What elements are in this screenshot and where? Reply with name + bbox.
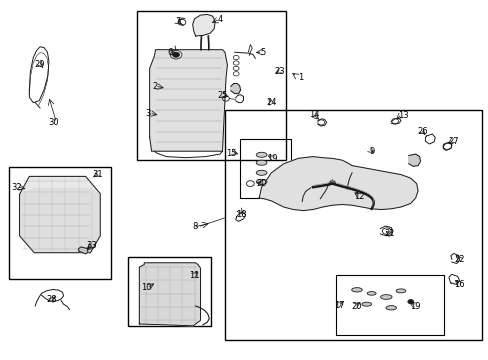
Text: 17: 17 xyxy=(334,301,345,310)
Text: 6: 6 xyxy=(167,48,172,57)
Text: 19: 19 xyxy=(266,154,277,163)
Bar xyxy=(128,257,211,326)
Text: 4: 4 xyxy=(217,15,222,24)
Polygon shape xyxy=(230,84,240,94)
Polygon shape xyxy=(192,14,215,36)
Polygon shape xyxy=(408,154,420,166)
Polygon shape xyxy=(78,247,88,254)
Text: 8: 8 xyxy=(192,222,197,231)
Text: 16: 16 xyxy=(453,280,464,289)
Ellipse shape xyxy=(351,288,362,292)
Ellipse shape xyxy=(256,170,266,175)
Text: 13: 13 xyxy=(397,111,408,120)
Polygon shape xyxy=(259,157,417,211)
Text: 1: 1 xyxy=(297,73,302,82)
Text: 14: 14 xyxy=(308,109,319,118)
Text: 15: 15 xyxy=(226,149,237,158)
Text: 2: 2 xyxy=(152,82,157,91)
Text: 20: 20 xyxy=(256,179,267,188)
Text: 18: 18 xyxy=(236,210,246,219)
Bar xyxy=(9,167,111,279)
Text: 25: 25 xyxy=(217,91,227,100)
Text: 5: 5 xyxy=(260,48,265,57)
Ellipse shape xyxy=(256,160,266,165)
Text: 31: 31 xyxy=(92,170,103,179)
Bar xyxy=(224,110,481,340)
Text: 29: 29 xyxy=(35,60,45,69)
Text: 24: 24 xyxy=(265,98,276,107)
Ellipse shape xyxy=(385,306,396,310)
Polygon shape xyxy=(20,176,100,194)
Bar xyxy=(137,11,285,160)
Text: 32: 32 xyxy=(11,183,22,192)
Circle shape xyxy=(407,300,413,304)
Text: 9: 9 xyxy=(368,147,373,156)
Circle shape xyxy=(172,52,179,57)
Text: 22: 22 xyxy=(453,255,464,264)
Bar xyxy=(239,139,290,198)
Text: 12: 12 xyxy=(353,192,364,201)
Text: 21: 21 xyxy=(384,230,394,239)
Polygon shape xyxy=(20,176,100,253)
Text: 7: 7 xyxy=(175,17,180,26)
Ellipse shape xyxy=(380,294,391,300)
Text: 30: 30 xyxy=(48,118,59,127)
Ellipse shape xyxy=(256,179,266,184)
Text: 10: 10 xyxy=(141,284,152,292)
Text: 19: 19 xyxy=(409,302,420,311)
Ellipse shape xyxy=(361,302,371,306)
Ellipse shape xyxy=(256,152,266,157)
Bar xyxy=(336,275,443,335)
Polygon shape xyxy=(149,50,227,151)
Text: 3: 3 xyxy=(145,109,150,118)
Polygon shape xyxy=(139,263,200,326)
Text: 27: 27 xyxy=(447,136,458,145)
Text: 26: 26 xyxy=(416,127,427,136)
Text: 28: 28 xyxy=(46,295,57,304)
Ellipse shape xyxy=(366,292,375,295)
Text: 33: 33 xyxy=(86,241,97,250)
Text: 23: 23 xyxy=(274,68,285,77)
Ellipse shape xyxy=(395,289,405,293)
Text: 11: 11 xyxy=(189,271,200,280)
Text: 20: 20 xyxy=(351,302,362,311)
